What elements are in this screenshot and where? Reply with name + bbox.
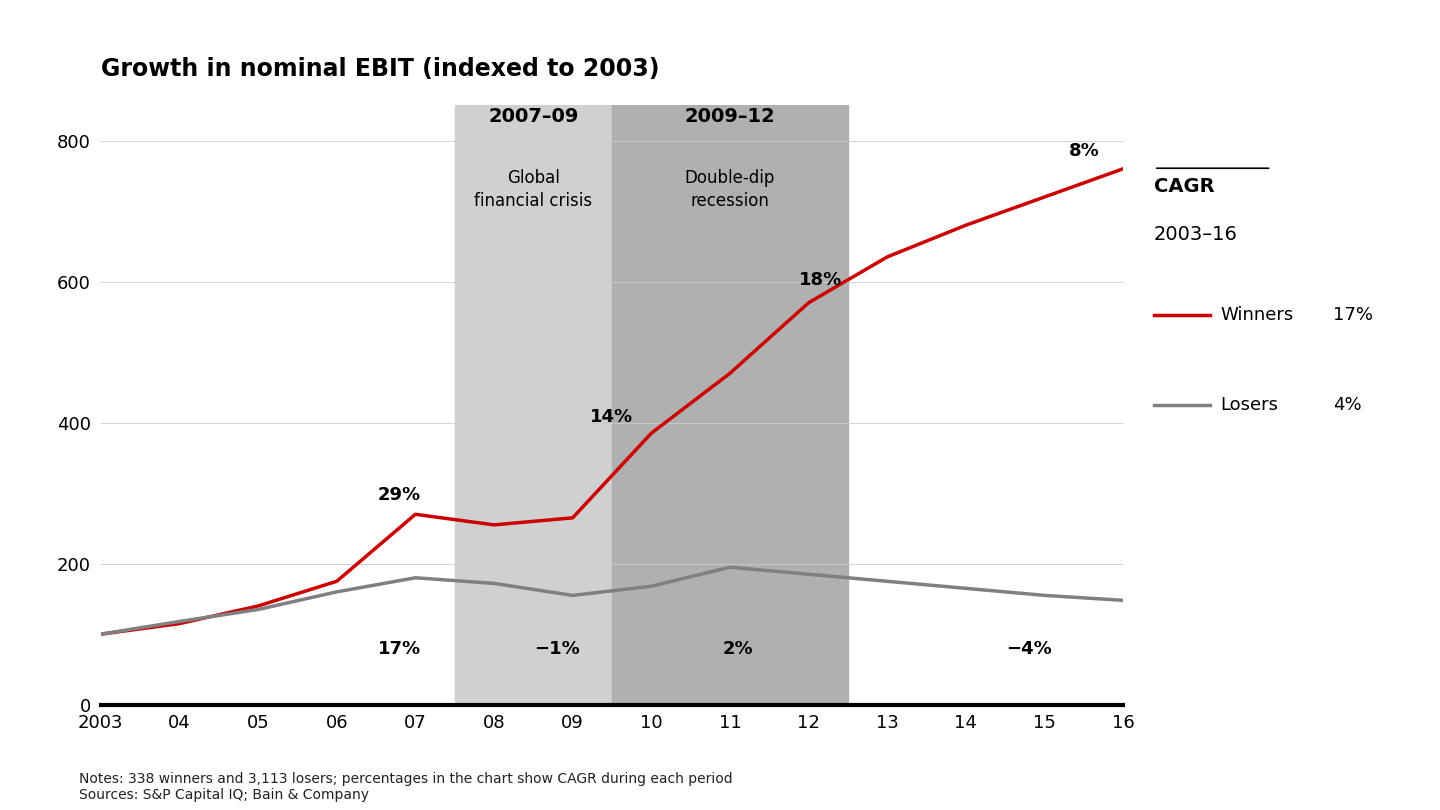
- Text: 17%: 17%: [379, 640, 422, 658]
- Text: Double-dip
recession: Double-dip recession: [685, 168, 775, 211]
- Text: CAGR: CAGR: [1153, 177, 1214, 196]
- Text: 2003–16: 2003–16: [1153, 225, 1238, 244]
- Text: 2009–12: 2009–12: [684, 108, 775, 126]
- Text: 18%: 18%: [799, 271, 842, 288]
- Text: 14%: 14%: [590, 408, 634, 426]
- Text: −1%: −1%: [534, 640, 580, 658]
- Text: −4%: −4%: [1007, 640, 1051, 658]
- Bar: [612, 105, 848, 705]
- Text: Growth in nominal EBIT (indexed to 2003): Growth in nominal EBIT (indexed to 2003): [101, 58, 660, 81]
- Text: 29%: 29%: [379, 486, 422, 504]
- Text: Winners: Winners: [1220, 306, 1293, 324]
- Text: Notes: 338 winners and 3,113 losers; percentages in the chart show CAGR during e: Notes: 338 winners and 3,113 losers; per…: [79, 772, 733, 802]
- Text: Losers: Losers: [1220, 396, 1279, 414]
- Text: 2%: 2%: [723, 640, 753, 658]
- Bar: [455, 105, 612, 705]
- Text: 8%: 8%: [1068, 143, 1099, 160]
- Text: 2007–09: 2007–09: [488, 108, 579, 126]
- Text: 17%: 17%: [1333, 306, 1372, 324]
- Text: 4%: 4%: [1333, 396, 1361, 414]
- Text: Global
financial crisis: Global financial crisis: [474, 168, 592, 211]
